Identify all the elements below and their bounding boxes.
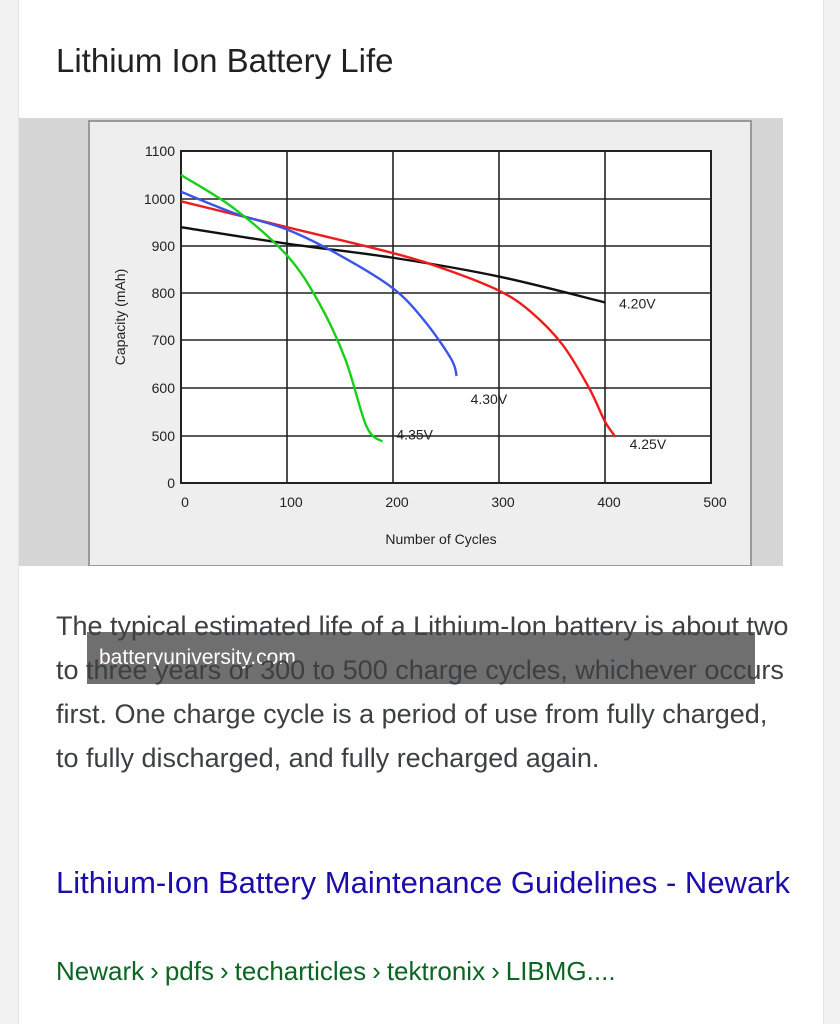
breadcrumb-item: Newark [56,956,145,986]
image-source-label: batteryuniversity.com [99,646,296,669]
chart-image[interactable]: 0 500 600 700 800 900 1000 1100 0 100 200 300 400 500… [19,118,783,684]
y-tick-label: 600 [152,380,176,396]
snippet-text: The typical estimated life of a Lithium-… [56,611,789,773]
series-label: 4.20V [619,295,656,311]
series-line-4-20V [180,226,606,304]
x-tick-label: 300 [491,494,515,510]
breadcrumb-item: tektronix [386,956,486,986]
y-tick-label: 700 [152,332,176,348]
y-tick-label: 800 [152,285,176,301]
y-tick-label: 1100 [145,143,175,159]
x-tick-label: 100 [279,494,303,510]
x-tick-label: 0 [181,494,189,510]
series-label: 4.35V [396,427,433,443]
series-label: 4.25V [630,436,667,452]
breadcrumb-separator: › [372,956,381,986]
breadcrumb-item: techarticles [234,956,367,986]
x-axis-label: Number of Cycles [385,531,496,547]
breadcrumb-item: LIBMG.... [505,956,616,986]
result-card: Lithium Ion Battery Life 0 500 600 700 800 90… [18,0,824,1024]
breadcrumb-separator: › [491,956,500,986]
y-tick-label: 1000 [144,191,175,207]
result-link[interactable]: Lithium-Ion Battery Maintenance Guidelin… [56,865,791,900]
breadcrumb[interactable]: Newark › pdfs › techarticles › tektronix › LIBMG… [56,954,796,988]
series-label: 4.30V [471,391,508,407]
breadcrumb-item: pdfs [164,956,214,986]
x-tick-label: 400 [597,494,621,510]
series-line-4-35V [180,173,384,443]
card-title: Lithium Ion Battery Life [56,42,394,79]
series-line-4-25V [180,200,617,438]
y-axis-label: Capacity (mAh) [112,269,128,365]
y-tick-label: 900 [152,238,176,254]
breadcrumb-separator: › [219,956,229,986]
series-line-4-30V [180,190,458,377]
y-tick-label: 0 [167,475,175,491]
battery-life-chart: 0 500 600 700 800 900 1000 1100 0 100 200 300 400 500… [88,120,752,566]
x-tick-label: 500 [703,494,727,510]
plot-frame [180,150,712,484]
x-tick-label: 200 [385,494,409,510]
plot-area [181,151,711,483]
breadcrumb-separator: › [150,956,159,986]
image-source-bar: batteryuniversity.com [87,632,755,684]
y-tick-label: 500 [152,428,176,444]
